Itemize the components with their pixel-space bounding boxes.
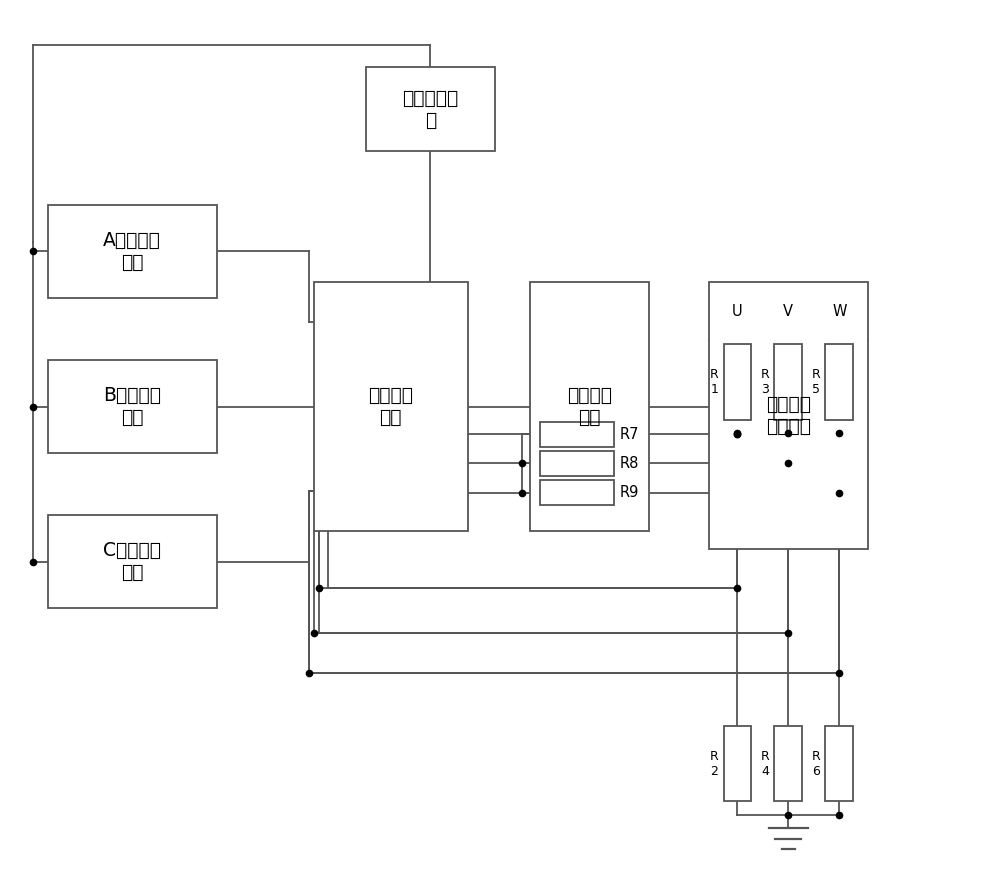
Bar <box>48 204 217 298</box>
Text: R
1: R 1 <box>710 368 719 396</box>
Text: 主控微处
理器: 主控微处 理器 <box>368 386 413 427</box>
Bar <box>709 282 868 548</box>
Text: 电源供电部
分: 电源供电部 分 <box>402 88 459 129</box>
Text: R9: R9 <box>619 485 639 500</box>
Text: V: V <box>783 305 793 319</box>
Bar <box>540 480 614 505</box>
Text: R
6: R 6 <box>812 750 820 778</box>
Bar <box>540 421 614 446</box>
Text: C相霍尔传
感器: C相霍尔传 感器 <box>103 541 161 582</box>
Bar <box>774 345 802 420</box>
Bar <box>724 345 751 420</box>
Text: R
5: R 5 <box>812 368 820 396</box>
Bar <box>724 726 751 802</box>
Bar <box>774 726 802 802</box>
Text: A相霍尔传
感器: A相霍尔传 感器 <box>103 230 161 271</box>
Bar <box>540 451 614 476</box>
Text: R8: R8 <box>619 455 639 471</box>
Text: 三相无刷
电机本体: 三相无刷 电机本体 <box>766 395 811 436</box>
Bar <box>825 726 853 802</box>
Text: R
2: R 2 <box>710 750 719 778</box>
Text: R
3: R 3 <box>761 368 769 396</box>
Text: W: W <box>832 305 847 319</box>
Bar <box>48 515 217 608</box>
Bar <box>366 67 495 152</box>
Text: B相霍尔传
感器: B相霍尔传 感器 <box>103 386 161 427</box>
Bar <box>530 282 649 530</box>
Text: R
4: R 4 <box>761 750 769 778</box>
Bar <box>48 360 217 453</box>
Bar <box>825 345 853 420</box>
Text: R7: R7 <box>619 427 639 441</box>
Text: U: U <box>732 305 743 319</box>
Text: 功率驱动
部分: 功率驱动 部分 <box>567 386 612 427</box>
Bar <box>314 282 468 530</box>
